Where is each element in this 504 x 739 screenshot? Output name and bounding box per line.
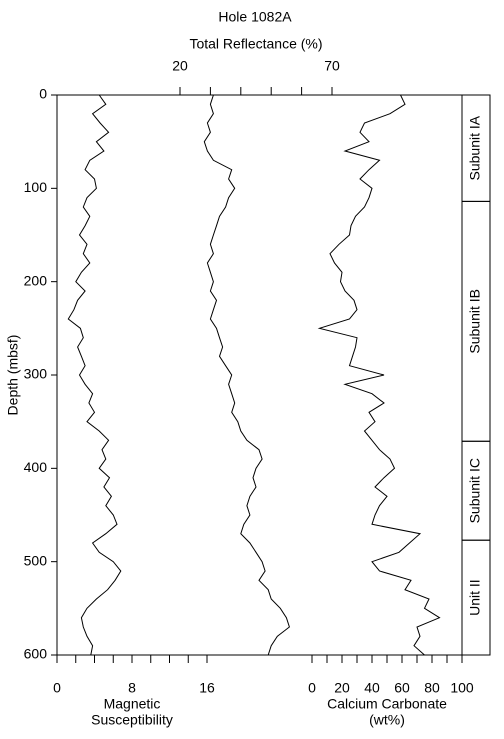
y-tick-label: 100 xyxy=(24,179,48,195)
y-tick-label: 300 xyxy=(24,366,48,382)
log-curve xyxy=(67,94,122,656)
x-tick-label: 0 xyxy=(308,680,316,696)
x-tick-label: 20 xyxy=(172,58,188,74)
unit-label: Subunit IC xyxy=(467,458,483,523)
log-curve xyxy=(203,94,290,656)
x-tick-label: 8 xyxy=(128,680,136,696)
x-tick-label: 0 xyxy=(53,680,61,696)
x-axis-label: Calcium Carbonate xyxy=(327,696,447,712)
x-tick-label: 20 xyxy=(334,680,350,696)
x-axis-label: (wt%) xyxy=(369,712,405,728)
plot-frame xyxy=(56,94,491,656)
y-tick-label: 0 xyxy=(39,86,47,102)
x-tick-label: 70 xyxy=(324,58,340,74)
unit-label: Unit II xyxy=(467,579,483,616)
x-tick-label: 40 xyxy=(364,680,380,696)
log-curve xyxy=(317,94,441,656)
x-axis-label: Total Reflectance (%) xyxy=(189,36,322,52)
y-tick-label: 500 xyxy=(24,552,48,568)
y-axis-label: Depth (mbsf) xyxy=(5,335,21,416)
x-tick-label: 100 xyxy=(450,680,474,696)
x-tick-label: 80 xyxy=(424,680,440,696)
x-axis-label: Susceptibility xyxy=(91,712,173,728)
x-tick-label: 60 xyxy=(394,680,410,696)
unit-label: Subunit IA xyxy=(467,115,483,180)
x-axis-label: Magnetic xyxy=(104,696,161,712)
y-tick-label: 600 xyxy=(24,646,48,662)
chart-title: Hole 1082A xyxy=(218,9,292,25)
y-tick-label: 400 xyxy=(24,459,48,475)
unit-label: Subunit IB xyxy=(467,289,483,354)
x-tick-label: 16 xyxy=(199,680,215,696)
y-tick-label: 200 xyxy=(24,272,48,288)
unit-box xyxy=(461,539,491,656)
